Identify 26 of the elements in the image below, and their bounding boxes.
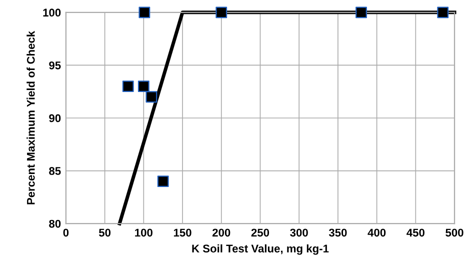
- y-tick-label: 100: [43, 8, 61, 17]
- point: [437, 6, 449, 18]
- x-tick-label: 350: [328, 228, 347, 237]
- point: [356, 6, 367, 18]
- x-tick-label: 0: [63, 228, 69, 237]
- y-tick-label: 85: [49, 167, 61, 175]
- x-tick-label: 150: [174, 228, 192, 237]
- x-tick-label: 450: [406, 228, 424, 237]
- point: [138, 80, 150, 92]
- x-tick-label: 200: [212, 228, 230, 237]
- y-tick-label: 95: [49, 61, 61, 70]
- point: [157, 176, 169, 188]
- x-tick-label: 250: [251, 228, 270, 237]
- x-tick-label: 50: [98, 228, 111, 237]
- y-axis-title: Percent Maximum Yield of Check: [26, 30, 35, 204]
- point: [216, 6, 228, 18]
- x-axis-title: K Soil Test Value, mg kg-1: [192, 244, 329, 255]
- point: [138, 6, 150, 18]
- y-tick-label: 80: [49, 220, 61, 228]
- y-tick-label: 90: [49, 114, 61, 122]
- point: [122, 80, 134, 92]
- x-tick-label: 400: [368, 228, 386, 237]
- point: [146, 91, 158, 103]
- x-tick-label: 500: [446, 228, 464, 237]
- x-tick-label: 300: [290, 228, 308, 237]
- x-tick-label: 100: [135, 228, 152, 237]
